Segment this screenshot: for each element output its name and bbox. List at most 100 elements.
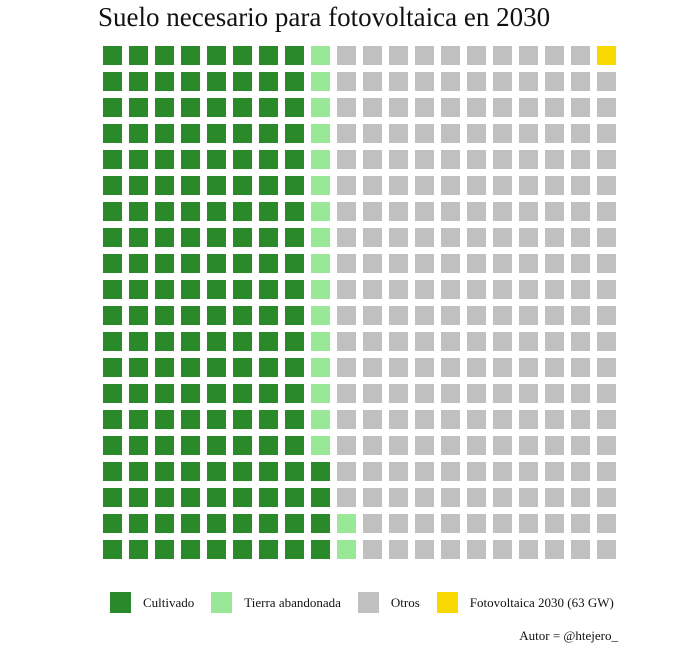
waffle-cell-otros xyxy=(415,488,434,507)
waffle-cell-cultivado xyxy=(129,280,148,299)
waffle-cell-cultivado xyxy=(259,410,278,429)
waffle-cell-otros xyxy=(571,488,590,507)
waffle-cell-otros xyxy=(519,306,538,325)
waffle-cell-otros xyxy=(571,72,590,91)
waffle-cell-cultivado xyxy=(129,410,148,429)
waffle-cell-cultivado xyxy=(181,410,200,429)
waffle-cell-cultivado xyxy=(181,462,200,481)
waffle-cell-otros xyxy=(337,254,356,273)
waffle-cell-cultivado xyxy=(103,176,122,195)
waffle-cell-otros xyxy=(597,332,616,351)
waffle-cell-cultivado xyxy=(129,72,148,91)
waffle-cell-otros xyxy=(389,254,408,273)
waffle-cell-otros xyxy=(441,436,460,455)
legend-label-otros: Otros xyxy=(390,594,420,610)
waffle-cell-cultivado xyxy=(285,202,304,221)
waffle-cell-tierra-abandonada xyxy=(311,228,330,247)
waffle-cell-tierra-abandonada xyxy=(311,384,330,403)
waffle-cell-cultivado xyxy=(233,202,252,221)
waffle-cell-cultivado xyxy=(259,46,278,65)
waffle-cell-otros xyxy=(545,254,564,273)
waffle-cell-cultivado xyxy=(103,124,122,143)
waffle-cell-cultivado xyxy=(181,150,200,169)
waffle-cell-otros xyxy=(545,280,564,299)
waffle-cell-cultivado xyxy=(181,228,200,247)
waffle-cell-cultivado xyxy=(311,514,330,533)
waffle-cell-cultivado xyxy=(103,514,122,533)
waffle-cell-tierra-abandonada xyxy=(311,306,330,325)
waffle-cell-otros xyxy=(519,540,538,559)
legend-label-tierra-abandonada: Tierra abandonada xyxy=(244,594,341,610)
waffle-cell-otros xyxy=(493,72,512,91)
waffle-cell-cultivado xyxy=(129,46,148,65)
waffle-cell-otros xyxy=(467,150,486,169)
legend-label-fotovoltaica: Fotovoltaica 2030 (63 GW) xyxy=(469,594,614,610)
waffle-cell-otros xyxy=(571,176,590,195)
waffle-cell-otros xyxy=(415,98,434,117)
waffle-cell-cultivado xyxy=(285,254,304,273)
waffle-cell-otros xyxy=(571,384,590,403)
waffle-cell-cultivado xyxy=(233,46,252,65)
waffle-cell-cultivado xyxy=(103,358,122,377)
waffle-cell-otros xyxy=(597,436,616,455)
waffle-cell-otros xyxy=(389,488,408,507)
waffle-cell-otros xyxy=(493,280,512,299)
waffle-cell-otros xyxy=(493,150,512,169)
waffle-cell-otros xyxy=(415,384,434,403)
waffle-cell-cultivado xyxy=(233,150,252,169)
waffle-cell-otros xyxy=(571,46,590,65)
waffle-cell-otros xyxy=(571,306,590,325)
legend: Cultivado Tierra abandonada Otros Fotovo… xyxy=(110,592,631,613)
waffle-cell-cultivado xyxy=(155,514,174,533)
waffle-cell-otros xyxy=(519,124,538,143)
waffle-cell-otros xyxy=(467,280,486,299)
waffle-cell-otros xyxy=(389,98,408,117)
waffle-cell-cultivado xyxy=(103,202,122,221)
waffle-cell-cultivado xyxy=(181,514,200,533)
waffle-cell-cultivado xyxy=(155,228,174,247)
waffle-cell-cultivado xyxy=(259,150,278,169)
waffle-cell-otros xyxy=(363,358,382,377)
waffle-cell-fotovoltaica-2030-63-gw xyxy=(597,46,616,65)
waffle-cell-otros xyxy=(571,202,590,221)
waffle-cell-cultivado xyxy=(207,332,226,351)
waffle-cell-cultivado xyxy=(233,514,252,533)
waffle-cell-otros xyxy=(441,124,460,143)
waffle-cell-cultivado xyxy=(129,462,148,481)
waffle-cell-cultivado xyxy=(233,306,252,325)
waffle-cell-cultivado xyxy=(233,254,252,273)
waffle-cell-otros xyxy=(363,306,382,325)
waffle-cell-otros xyxy=(467,228,486,247)
waffle-cell-otros xyxy=(415,202,434,221)
waffle-cell-cultivado xyxy=(233,176,252,195)
waffle-cell-otros xyxy=(415,462,434,481)
waffle-cell-tierra-abandonada xyxy=(337,514,356,533)
waffle-cell-otros xyxy=(545,176,564,195)
waffle-cell-otros xyxy=(363,98,382,117)
waffle-cell-otros xyxy=(441,332,460,351)
waffle-cell-otros xyxy=(493,46,512,65)
waffle-cell-cultivado xyxy=(155,410,174,429)
waffle-cell-otros xyxy=(363,410,382,429)
waffle-cell-otros xyxy=(545,202,564,221)
waffle-cell-otros xyxy=(519,72,538,91)
waffle-cell-cultivado xyxy=(155,124,174,143)
waffle-cell-cultivado xyxy=(129,254,148,273)
waffle-cell-otros xyxy=(493,98,512,117)
waffle-cell-cultivado xyxy=(233,280,252,299)
waffle-cell-otros xyxy=(571,254,590,273)
waffle-cell-otros xyxy=(467,540,486,559)
legend-item-tierra-abandonada: Tierra abandonada xyxy=(211,592,341,613)
waffle-cell-otros xyxy=(493,358,512,377)
waffle-cell-cultivado xyxy=(129,306,148,325)
waffle-cell-cultivado xyxy=(285,462,304,481)
waffle-cell-cultivado xyxy=(103,46,122,65)
waffle-cell-cultivado xyxy=(129,540,148,559)
waffle-cell-cultivado xyxy=(155,306,174,325)
waffle-cell-cultivado xyxy=(129,150,148,169)
waffle-cell-cultivado xyxy=(181,280,200,299)
waffle-cell-cultivado xyxy=(207,514,226,533)
waffle-cell-otros xyxy=(389,540,408,559)
waffle-cell-otros xyxy=(545,540,564,559)
waffle-cell-cultivado xyxy=(155,150,174,169)
